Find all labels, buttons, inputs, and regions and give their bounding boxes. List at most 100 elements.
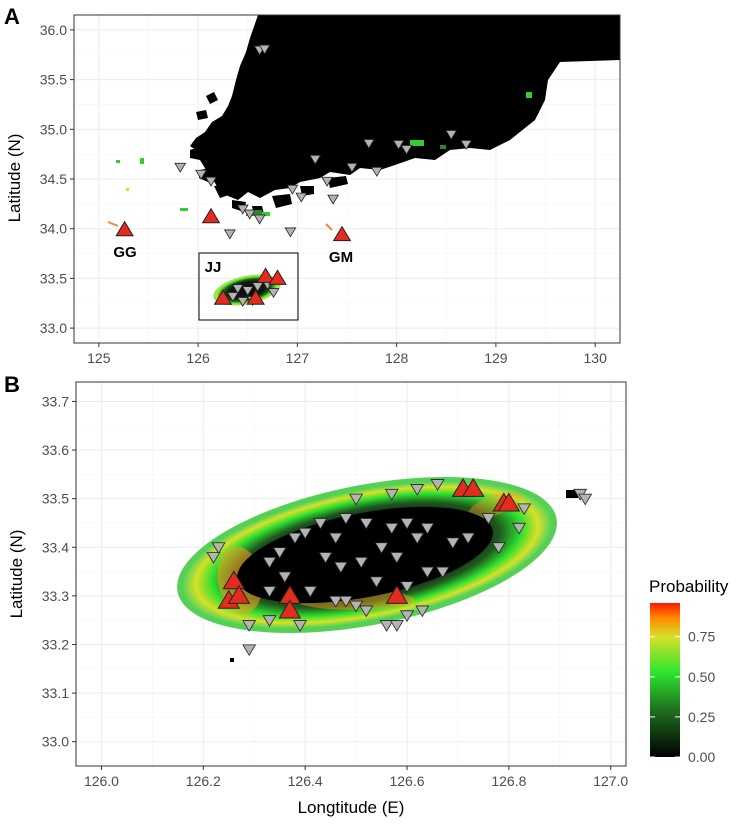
absence-marker xyxy=(242,620,257,632)
panel-b-markers xyxy=(206,477,593,657)
x-tick-label: 126.8 xyxy=(491,773,526,789)
absence-marker xyxy=(400,145,413,155)
x-tick-label: 129 xyxy=(484,350,508,366)
x-tick-label: 126.6 xyxy=(389,773,424,789)
absence-marker xyxy=(309,154,322,165)
legend-title: Probability xyxy=(649,577,729,596)
x-tick-label: 126 xyxy=(186,350,210,366)
presence-marker xyxy=(222,570,246,590)
legend-tick-label: 0.75 xyxy=(688,629,715,645)
site-label-jj: JJ xyxy=(205,259,222,276)
x-tick-label: 125 xyxy=(87,350,111,366)
presence-marker xyxy=(115,220,134,237)
presence-marker xyxy=(227,584,251,604)
absence-marker xyxy=(346,162,358,173)
presence-marker xyxy=(213,289,233,305)
absence-marker xyxy=(303,586,318,598)
presence-marker xyxy=(278,599,302,619)
legend-colorbar xyxy=(650,603,680,757)
absence-marker xyxy=(231,284,244,295)
udo-islet xyxy=(566,490,578,498)
absence-marker xyxy=(321,176,334,187)
absence-marker xyxy=(338,513,353,525)
absence-marker xyxy=(415,605,430,618)
presence-marker xyxy=(332,225,352,242)
y-tick-label: 33.5 xyxy=(40,270,67,286)
presence-marker xyxy=(268,269,287,285)
absence-marker xyxy=(333,561,348,574)
absence-marker xyxy=(370,166,383,177)
absence-marker xyxy=(328,595,343,608)
absence-marker xyxy=(410,484,425,496)
absence-marker xyxy=(384,488,399,501)
korea-landmass xyxy=(190,15,620,200)
y-tick-label: 35.5 xyxy=(40,72,67,88)
panel-b-ylabel: Latitude (N) xyxy=(7,530,26,619)
absence-marker xyxy=(349,600,364,613)
panel-b-label: B xyxy=(4,372,20,397)
absence-marker xyxy=(295,192,308,203)
absence-marker xyxy=(293,620,308,632)
absence-marker xyxy=(298,527,313,540)
absence-marker xyxy=(481,513,496,525)
absence-marker xyxy=(338,595,353,608)
absence-marker xyxy=(389,620,404,632)
site-label-gg: GG xyxy=(113,244,136,261)
x-tick-label: 126.2 xyxy=(186,773,221,789)
jj-inset-box xyxy=(198,252,299,321)
legend-tick-label: 0.25 xyxy=(688,709,715,725)
y-tick-label: 33.4 xyxy=(42,539,69,555)
absence-marker xyxy=(272,547,287,559)
absence-marker xyxy=(205,176,217,187)
y-tick-label: 36.0 xyxy=(40,22,67,38)
panel-a-ticks: 125 126 127 128 129 130 33.0 33.5 34.0 34.5 35.0 35… xyxy=(40,22,607,366)
y-tick-label: 33.2 xyxy=(42,636,69,652)
x-tick-label: 126.0 xyxy=(84,773,119,789)
islet-sw xyxy=(230,658,234,662)
x-tick-label: 130 xyxy=(584,350,608,366)
absence-marker xyxy=(359,605,374,618)
absence-marker xyxy=(327,194,340,205)
absence-marker xyxy=(243,209,256,220)
absence-marker xyxy=(389,552,404,564)
y-tick-label: 33.5 xyxy=(42,491,69,507)
absence-marker xyxy=(226,292,239,303)
absence-marker xyxy=(241,286,254,297)
absence-marker xyxy=(578,493,593,506)
absence-marker xyxy=(236,297,249,308)
absence-marker xyxy=(430,479,445,491)
absence-marker xyxy=(277,571,292,584)
absence-marker xyxy=(236,204,249,215)
absence-marker xyxy=(354,556,369,569)
absence-marker xyxy=(435,566,450,579)
panel-a-markers xyxy=(115,44,473,308)
absence-marker xyxy=(491,542,506,555)
y-tick-label: 33.7 xyxy=(42,393,69,409)
absence-marker xyxy=(384,522,399,535)
y-tick-label: 34.0 xyxy=(40,221,67,237)
x-tick-label: 127 xyxy=(286,350,310,366)
absence-marker xyxy=(223,229,236,240)
absence-marker xyxy=(174,162,187,173)
absence-marker xyxy=(328,532,343,545)
y-tick-label: 33.3 xyxy=(42,588,69,604)
y-tick-label: 34.5 xyxy=(40,171,67,187)
absence-marker xyxy=(400,610,415,623)
panel-a-ylabel: Latitude (N) xyxy=(5,134,24,223)
presence-marker xyxy=(246,289,265,305)
x-tick-label: 127.0 xyxy=(593,773,628,789)
panel-a-label: A xyxy=(4,4,20,29)
absence-marker xyxy=(349,493,364,506)
absence-marker xyxy=(206,552,221,564)
presence-marker xyxy=(497,492,521,512)
absence-marker xyxy=(392,140,405,150)
y-tick-label: 33.0 xyxy=(42,734,69,750)
absence-marker xyxy=(318,552,333,564)
absence-marker xyxy=(420,522,435,535)
absence-marker xyxy=(445,130,458,141)
absence-marker xyxy=(420,566,435,579)
absence-marker xyxy=(262,556,277,569)
absence-marker xyxy=(267,288,280,299)
x-tick-label: 128 xyxy=(385,350,409,366)
